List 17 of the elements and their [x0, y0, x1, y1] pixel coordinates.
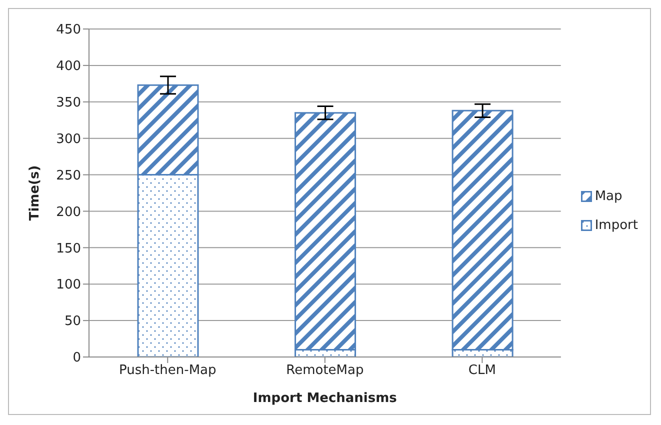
y-tick-label: 300	[56, 132, 81, 147]
y-tick-label: 400	[56, 59, 81, 74]
y-tick-label: 450	[56, 22, 81, 38]
legend-label: Map	[594, 188, 622, 204]
y-tick-label: 50	[64, 314, 81, 330]
x-axis-title: Import Mechanisms	[252, 391, 398, 406]
x-tick-label: CLM	[468, 363, 496, 378]
legend-label: Import	[594, 218, 638, 232]
y-axis-title: Time(s)	[28, 165, 43, 221]
x-tick-label: RemoteMap	[286, 363, 364, 378]
y-tick-label: 100	[56, 278, 81, 293]
y-tick-label: 0	[72, 350, 81, 366]
y-tick-label: 250	[56, 168, 81, 184]
y-tick-label: 150	[56, 241, 81, 256]
x-tick-label: Push-then-Map	[119, 363, 216, 378]
y-tick-label: 200	[56, 204, 81, 220]
y-tick-label: 350	[56, 96, 81, 111]
